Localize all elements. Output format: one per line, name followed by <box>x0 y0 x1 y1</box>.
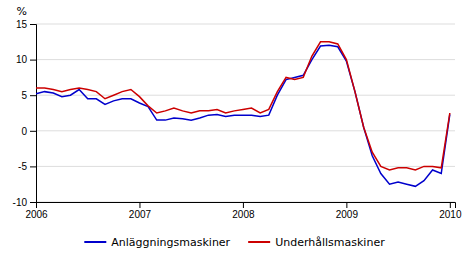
y-tick: -5 <box>18 161 36 172</box>
x-tick-label: 2006 <box>25 209 48 220</box>
y-tick: 10 <box>16 54 36 65</box>
y-tick-label: -5 <box>18 161 27 172</box>
x-tick-label: 2008 <box>232 209 255 220</box>
lines <box>36 42 450 187</box>
legend-swatch <box>84 241 106 243</box>
legend-item: Underhållsmaskiner <box>248 236 385 249</box>
y-tick-label: 15 <box>16 19 28 30</box>
y-axis-line <box>30 25 37 203</box>
y-tick-mark <box>30 95 36 96</box>
y-tick-mark <box>30 131 36 132</box>
y-tick-label: 0 <box>21 126 27 137</box>
series-line <box>36 42 450 170</box>
grid-line <box>36 59 455 60</box>
grid <box>36 24 455 202</box>
y-tick-mark <box>30 202 36 203</box>
y-tick: 0 <box>21 126 36 137</box>
y-tick: -10 <box>13 197 36 208</box>
legend: Anläggningsmaskiner Underhållsmaskiner <box>84 236 385 249</box>
legend-swatch <box>248 241 270 243</box>
y-tick-label: -10 <box>13 197 28 208</box>
x-tick-mark <box>243 202 244 208</box>
x-tick: 2007 <box>129 202 152 220</box>
plot: 2006 2007 2008 2009 2010 -10 -5 0 5 10 15 <box>13 19 462 220</box>
x-axis: 2006 2007 2008 2009 2010 <box>25 202 462 220</box>
legend-item: Anläggningsmaskiner <box>84 236 230 249</box>
x-tick: 2009 <box>336 202 359 220</box>
y-tick-label: 5 <box>21 90 27 101</box>
x-tick: 2008 <box>232 202 255 220</box>
grid-line <box>36 24 455 25</box>
y-tick-mark <box>30 60 36 61</box>
x-tick-label: 2007 <box>129 209 152 220</box>
y-axis-title: % <box>17 5 27 18</box>
x-tick-mark <box>450 202 451 208</box>
x-tick: 2006 <box>25 202 48 220</box>
x-tick-label: 2010 <box>439 209 462 220</box>
grid-line <box>36 130 455 131</box>
chart: 2006 2007 2008 2009 2010 -10 -5 0 5 10 15% Anläggni… <box>0 0 469 254</box>
y-tick-mark <box>30 166 36 167</box>
x-tick-mark <box>346 202 347 208</box>
y-tick: 15 <box>16 19 36 30</box>
legend-label: Anläggningsmaskiner <box>111 236 230 249</box>
x-tick: 2010 <box>439 202 462 220</box>
x-axis-line <box>37 203 456 209</box>
y-axis: -10 -5 0 5 10 15 <box>13 19 37 208</box>
legend-label: Underhållsmaskiner <box>275 236 385 249</box>
x-tick-label: 2009 <box>336 209 359 220</box>
grid-line <box>36 166 455 167</box>
series-line <box>36 45 450 186</box>
y-tick-label: 10 <box>16 54 28 65</box>
grid-line <box>36 95 455 96</box>
y-tick-mark <box>30 24 36 25</box>
y-tick: 5 <box>21 90 36 101</box>
x-tick-mark <box>139 202 140 208</box>
